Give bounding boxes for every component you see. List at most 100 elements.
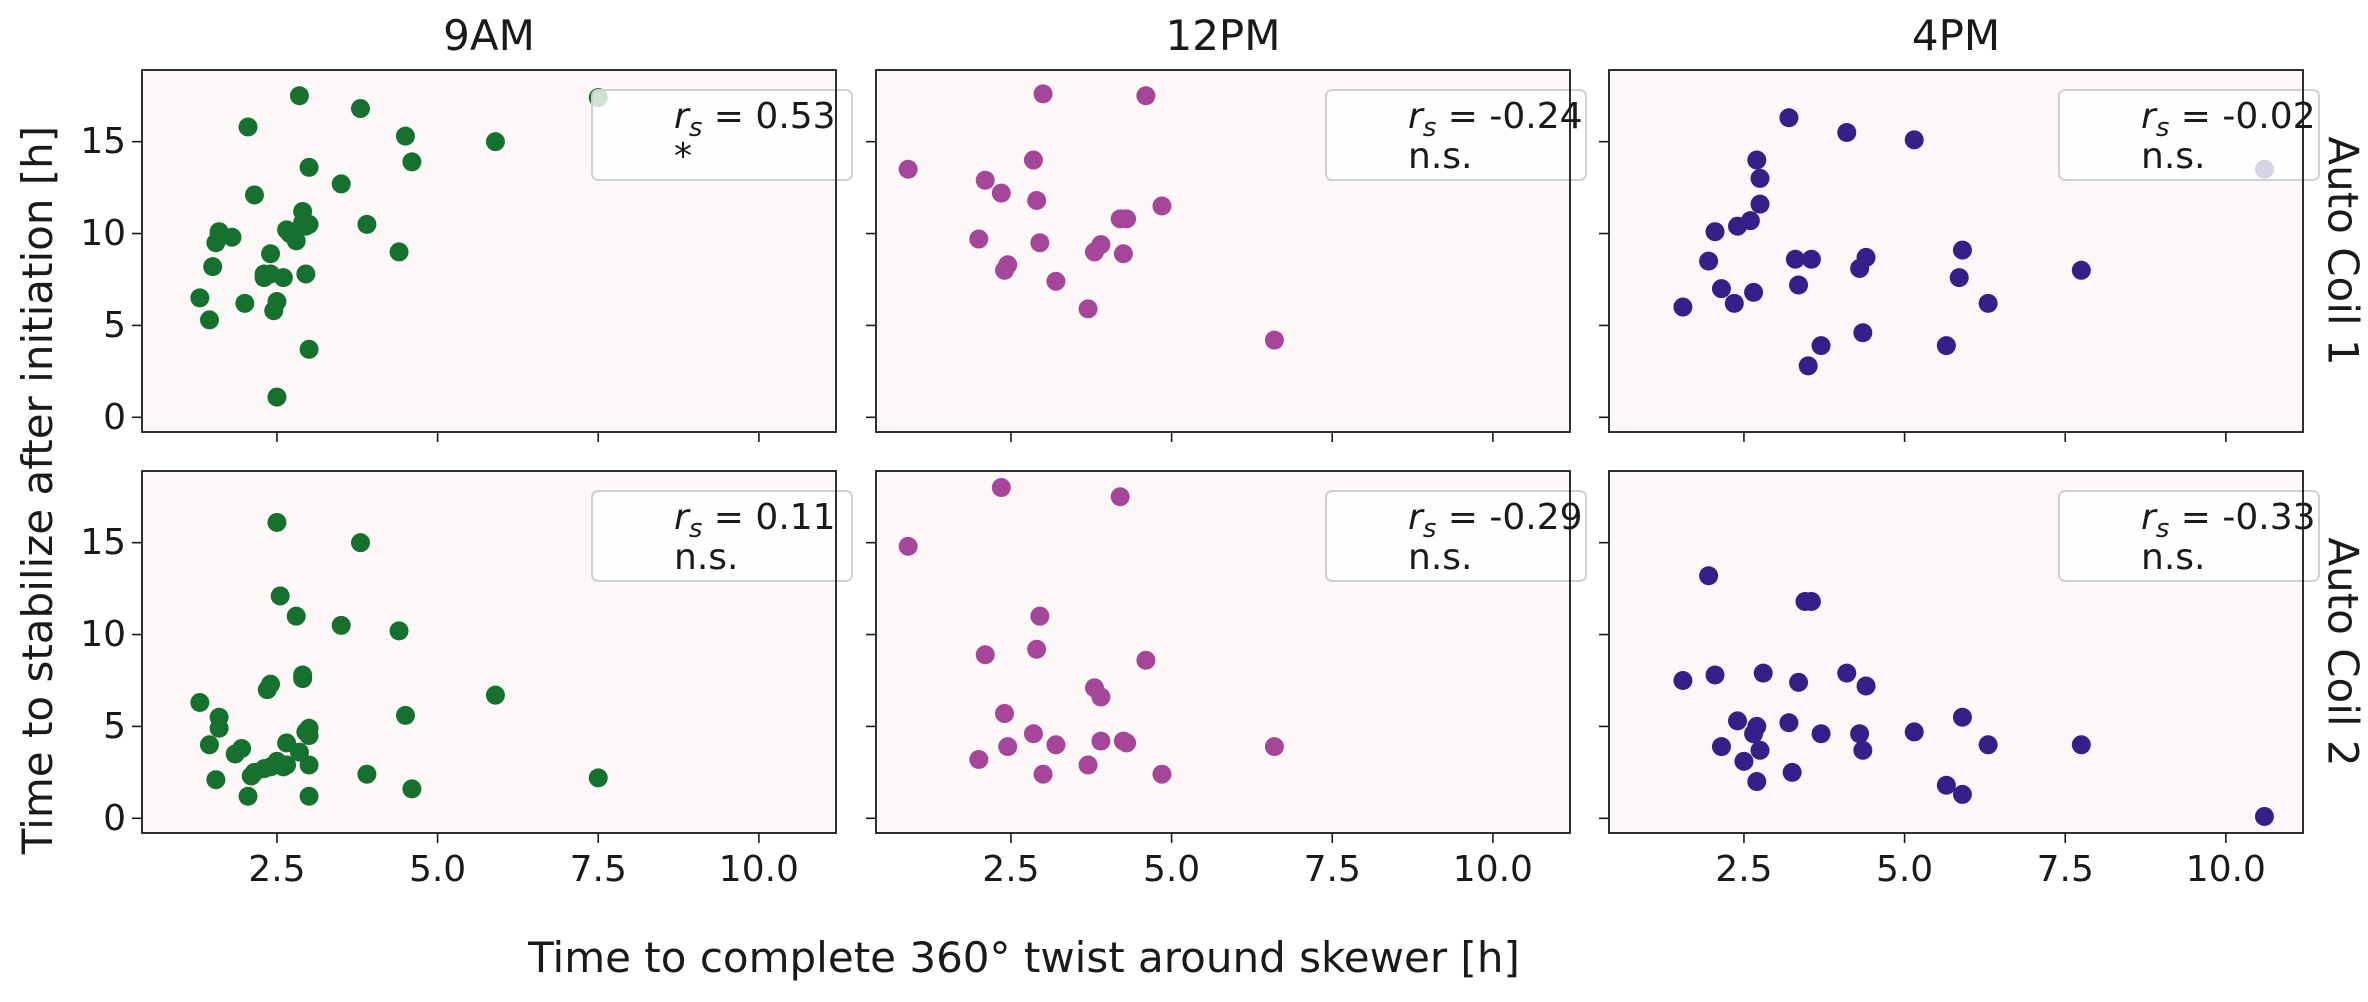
legend-box — [2058, 490, 2320, 582]
data-point — [1033, 84, 1053, 104]
data-point — [190, 288, 210, 308]
data-point — [485, 685, 505, 705]
data-point — [232, 738, 252, 758]
data-point — [293, 665, 313, 685]
x-tick-label: 10.0 — [2186, 849, 2266, 890]
data-point — [991, 478, 1011, 498]
data-point — [2071, 735, 2091, 755]
data-point — [1091, 687, 1111, 707]
data-point — [389, 242, 409, 262]
data-point — [1978, 293, 1998, 313]
x-tick-label: 7.5 — [1304, 849, 1361, 890]
column-title-4pm: 4PM — [1912, 11, 2000, 60]
legend-box — [591, 490, 853, 582]
data-point — [395, 126, 415, 146]
data-point — [1023, 724, 1043, 744]
x-tick-label: 5.0 — [409, 849, 466, 890]
data-point — [1264, 737, 1284, 757]
data-point — [1811, 724, 1831, 744]
data-point — [1046, 735, 1066, 755]
data-point — [2254, 806, 2274, 826]
data-point — [286, 606, 306, 626]
data-point — [331, 174, 351, 194]
data-point — [969, 229, 989, 249]
correlation-label: rs = -0.29 — [1408, 497, 1583, 544]
x-tick-label: 5.0 — [1876, 849, 1933, 890]
panel-9am-auto-coil-1-frame — [141, 69, 837, 433]
data-point — [1027, 639, 1047, 659]
data-point — [1699, 566, 1719, 586]
data-point — [1728, 711, 1748, 731]
data-point — [389, 621, 409, 641]
data-point — [1789, 672, 1809, 692]
data-point — [1978, 735, 1998, 755]
data-point — [273, 268, 293, 288]
data-point — [1811, 336, 1831, 356]
data-point — [1117, 209, 1137, 229]
significance-label: n.s. — [1408, 537, 1472, 578]
data-point — [296, 264, 316, 284]
data-point — [267, 512, 287, 532]
data-point — [1046, 271, 1066, 291]
data-point — [995, 704, 1015, 724]
data-point — [1801, 591, 1821, 611]
data-point — [1152, 764, 1172, 784]
data-point — [299, 718, 319, 738]
data-point — [1711, 279, 1731, 299]
data-point — [331, 615, 351, 635]
data-point — [485, 132, 505, 152]
data-point — [350, 99, 370, 119]
data-point — [267, 292, 287, 312]
data-point — [1152, 196, 1172, 216]
data-point — [270, 586, 290, 606]
data-point — [1030, 233, 1050, 253]
data-point — [244, 185, 264, 205]
data-point — [1779, 108, 1799, 128]
data-point — [238, 117, 258, 137]
data-point — [1936, 336, 1956, 356]
x-tick-label: 10.0 — [1453, 849, 1533, 890]
data-point — [357, 764, 377, 784]
data-point — [203, 257, 223, 277]
data-point — [267, 387, 287, 407]
significance-label: n.s. — [674, 537, 738, 578]
data-point — [1747, 772, 1767, 792]
data-point — [1117, 733, 1137, 753]
panel-9am-auto-coil-2: 0 5 10 15 2.5 5.0 7.5 10.0 rs = 0.11n.s. — [80, 470, 853, 890]
data-point — [1699, 251, 1719, 271]
data-point — [402, 779, 422, 799]
data-point — [261, 244, 281, 264]
data-point — [1673, 670, 1693, 690]
y-tick-label: 15 — [80, 522, 126, 563]
data-point — [1724, 293, 1744, 313]
data-point — [1785, 249, 1805, 269]
x-tick-label: 2.5 — [1715, 849, 1772, 890]
data-point — [975, 170, 995, 190]
data-point — [299, 786, 319, 806]
data-point — [1078, 299, 1098, 319]
data-point — [1078, 755, 1098, 775]
data-point — [1952, 784, 1972, 804]
panel-12pm-auto-coil-2-frame — [875, 470, 1571, 834]
data-point — [209, 718, 229, 738]
data-point — [1837, 122, 1857, 142]
data-point — [1023, 150, 1043, 170]
significance-label: * — [674, 136, 692, 177]
data-point — [395, 705, 415, 725]
panel-9am-auto-coil-2-frame — [141, 470, 837, 834]
data-point — [286, 231, 306, 251]
data-point — [588, 768, 608, 788]
row-title-auto-coil-1: Auto Coil 1 — [2319, 136, 2368, 365]
data-point — [1740, 211, 1760, 231]
panel-4pm-auto-coil-1: rs = -0.02n.s. — [1599, 69, 2320, 442]
data-point — [357, 214, 377, 234]
data-point — [1747, 150, 1767, 170]
panel-4pm-auto-coil-1-frame — [1608, 69, 2304, 433]
data-point — [1904, 722, 1924, 742]
y-tick-label: 10 — [80, 213, 126, 254]
significance-label: n.s. — [1408, 136, 1472, 177]
data-point — [299, 214, 319, 234]
panel-9am-auto-coil-1: 0 5 10 15 rs = 0.53* — [80, 69, 853, 442]
data-point — [1091, 235, 1111, 255]
